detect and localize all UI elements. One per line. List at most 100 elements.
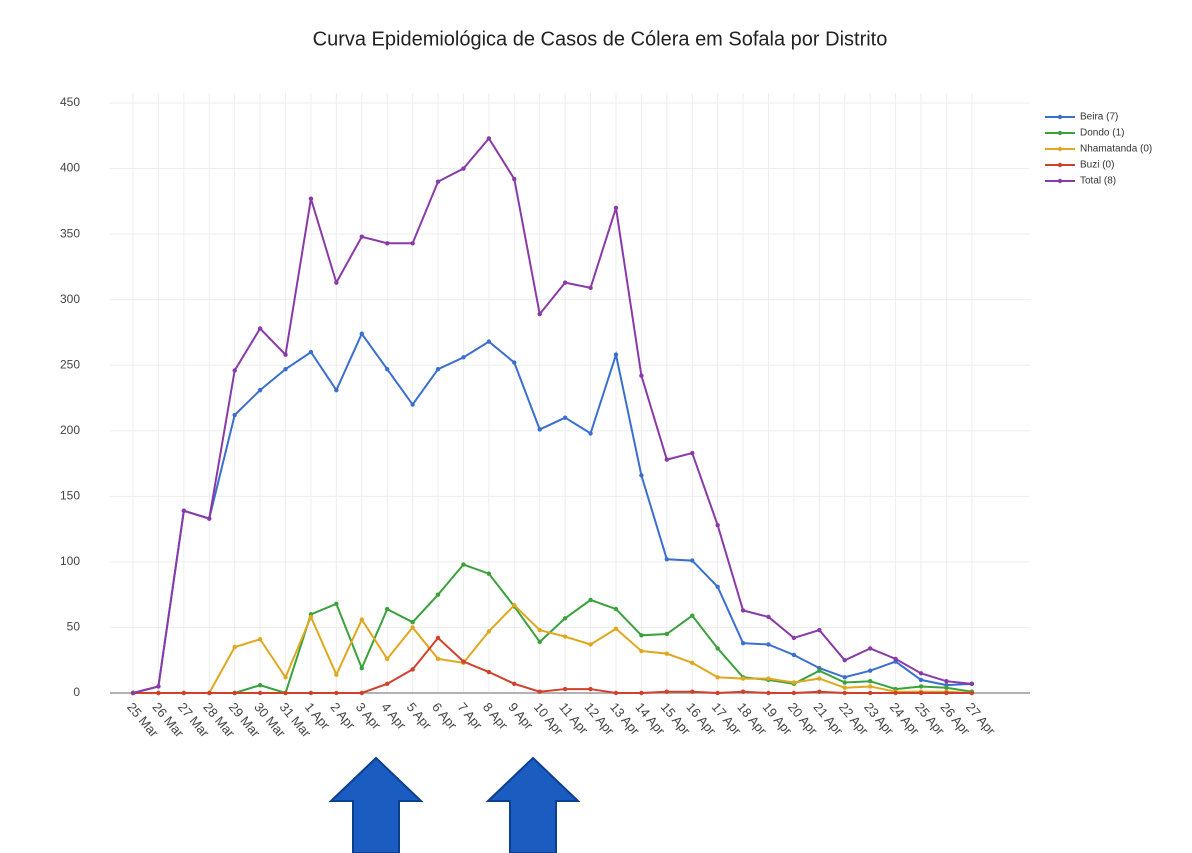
y-tick-label: 50 bbox=[67, 620, 81, 634]
point bbox=[766, 614, 771, 620]
point bbox=[867, 646, 873, 651]
point bbox=[308, 614, 314, 620]
y-tick-label: 0 bbox=[73, 685, 80, 699]
point bbox=[232, 368, 237, 373]
point bbox=[385, 656, 390, 662]
point bbox=[639, 633, 644, 638]
arrows bbox=[328, 756, 581, 853]
point bbox=[918, 671, 924, 676]
x-tick-label: 6 Apr bbox=[429, 699, 460, 732]
legend-label: Total (8) bbox=[1080, 176, 1116, 187]
point bbox=[461, 562, 466, 567]
point bbox=[537, 427, 542, 432]
point bbox=[486, 136, 492, 141]
x-tick-label: 4 Apr bbox=[378, 699, 409, 732]
x-tick-label: 27 Apr bbox=[963, 699, 999, 738]
y-tick-label: 400 bbox=[60, 161, 80, 175]
point bbox=[308, 690, 314, 696]
point bbox=[867, 679, 873, 684]
point bbox=[410, 241, 415, 246]
y-tick-label: 150 bbox=[60, 489, 80, 503]
point bbox=[918, 677, 924, 683]
y-tick-label: 350 bbox=[60, 226, 80, 240]
x-tick-label: 3 Apr bbox=[353, 699, 384, 732]
point bbox=[588, 642, 593, 647]
point bbox=[969, 690, 975, 696]
point bbox=[486, 669, 492, 675]
point bbox=[690, 689, 695, 694]
y-tick-label: 200 bbox=[60, 423, 80, 437]
point bbox=[334, 690, 339, 696]
point bbox=[969, 681, 975, 687]
x-tick-label: 8 Apr bbox=[480, 699, 511, 732]
point bbox=[588, 686, 593, 692]
point bbox=[461, 659, 466, 664]
point bbox=[639, 648, 644, 654]
point bbox=[639, 473, 644, 478]
point bbox=[283, 690, 288, 696]
point bbox=[257, 637, 263, 642]
series-line bbox=[132, 136, 972, 694]
point bbox=[588, 285, 593, 291]
point bbox=[817, 689, 822, 694]
point bbox=[385, 241, 390, 246]
point bbox=[867, 684, 873, 689]
series-line bbox=[133, 603, 972, 694]
point bbox=[283, 675, 288, 680]
point bbox=[257, 387, 263, 393]
point bbox=[842, 675, 847, 680]
point bbox=[817, 627, 822, 633]
legend-marker bbox=[1057, 162, 1063, 168]
point bbox=[461, 355, 466, 360]
y-tick-label: 300 bbox=[60, 292, 80, 306]
point bbox=[385, 606, 390, 612]
point bbox=[613, 690, 619, 696]
series-line bbox=[133, 563, 973, 695]
point bbox=[944, 685, 949, 690]
point bbox=[893, 656, 898, 662]
point bbox=[435, 179, 441, 184]
point bbox=[257, 682, 263, 688]
point bbox=[715, 522, 720, 528]
point bbox=[588, 431, 593, 436]
point bbox=[562, 280, 568, 285]
point bbox=[410, 625, 415, 630]
point bbox=[359, 617, 364, 622]
point bbox=[562, 686, 568, 692]
point bbox=[181, 690, 187, 696]
point bbox=[512, 176, 517, 182]
point bbox=[512, 602, 517, 608]
point bbox=[842, 690, 847, 696]
point bbox=[740, 608, 746, 613]
x-tick-label: 2 Apr bbox=[327, 699, 358, 732]
point bbox=[690, 613, 695, 618]
point bbox=[486, 571, 492, 576]
legend-marker bbox=[1057, 146, 1063, 152]
point bbox=[283, 366, 288, 372]
y-tick-label: 450 bbox=[60, 95, 80, 109]
point bbox=[207, 516, 212, 521]
point bbox=[842, 658, 847, 663]
point bbox=[740, 640, 746, 646]
point bbox=[385, 681, 390, 687]
point bbox=[156, 690, 161, 696]
series-line bbox=[133, 636, 972, 695]
point bbox=[334, 280, 339, 285]
legend-label: Buzi (0) bbox=[1080, 160, 1114, 171]
point bbox=[537, 639, 542, 645]
x-tick-label: 9 Apr bbox=[505, 699, 536, 732]
point bbox=[537, 311, 542, 317]
point bbox=[410, 402, 415, 407]
point bbox=[944, 679, 949, 684]
point bbox=[766, 676, 771, 681]
point bbox=[359, 331, 364, 336]
point bbox=[817, 668, 822, 673]
point bbox=[181, 508, 187, 513]
y-tick-label: 100 bbox=[60, 554, 80, 568]
y-tick-label: 250 bbox=[60, 357, 80, 371]
point bbox=[766, 690, 771, 696]
point bbox=[537, 627, 542, 633]
point bbox=[690, 660, 695, 666]
point bbox=[537, 689, 542, 694]
legend-label: Nhamatanda (0) bbox=[1080, 144, 1152, 155]
